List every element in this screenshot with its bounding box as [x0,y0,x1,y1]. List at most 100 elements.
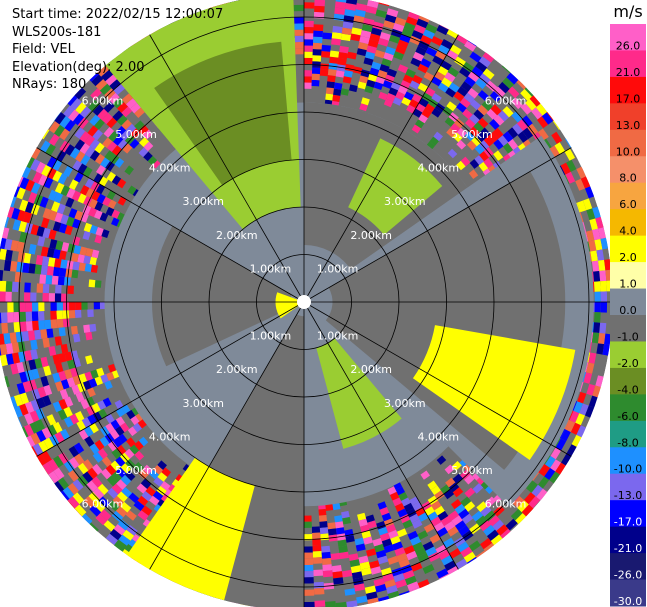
noise-gate [59,115,71,128]
noise-gate [97,448,108,459]
noise-gate [24,282,31,293]
noise-gate [535,103,548,116]
noise-gate [312,538,321,546]
noise-gate [102,397,112,408]
noise-gate [358,555,369,564]
noise-gate [74,210,84,221]
noise-gate [490,104,502,116]
noise-gate [42,395,52,407]
noise-gate [153,476,164,487]
noise-gate [311,67,321,75]
noise-gate [88,198,98,209]
range-ring-label: 3.00km [384,195,426,208]
noise-gate [386,585,398,594]
noise-gate [82,459,94,471]
noise-gate [394,547,406,557]
noise-gate [321,557,332,565]
noise-gate [599,322,607,334]
noise-gate [423,71,435,82]
noise-gate [394,16,407,27]
noise-gate [488,131,499,143]
noise-gate [30,147,41,160]
noise-gate [33,194,44,206]
noise-gate [447,526,459,537]
noise-gate [312,55,322,62]
range-ring-label: 4.00km [149,430,191,443]
noise-gate [459,97,471,109]
noise-gate [79,131,91,143]
noise-gate [42,462,54,475]
noise-gate [444,464,455,475]
noise-gate [425,23,438,34]
noise-gate [424,87,436,97]
noise-gate [7,312,14,323]
noise-gate [99,436,110,447]
noise-gate [469,51,482,63]
range-ring-label: 1.00km [250,330,292,343]
noise-gate [37,311,45,321]
noise-gate [67,470,79,482]
noise-gate [304,45,313,52]
noise-gate [71,252,79,263]
noise-gate [75,151,86,163]
noise-gate [65,197,75,208]
noise-gate [54,336,63,346]
noise-gate [355,543,366,552]
noise-gate [498,135,509,147]
noise-gate [31,368,40,380]
noise-gate [40,375,50,387]
noise-gate [86,405,96,416]
noise-gate [35,161,46,174]
noise-gate [352,66,363,75]
colorbar-tick-label: -2.0 [617,357,638,370]
noise-gate [54,258,62,268]
noise-gate [304,20,314,28]
noise-gate [359,36,370,45]
range-ring-label: 2.00km [350,363,392,376]
noise-gate [394,503,405,512]
noise-gate [383,20,395,29]
noise-gate [588,352,597,364]
noise-gate [304,26,314,34]
noise-gate [336,64,346,72]
noise-gate [304,515,312,522]
noise-gate [497,110,509,122]
noise-gate [424,506,435,516]
noise-gate [483,524,496,537]
velocity-region [316,338,402,449]
noise-gate [334,515,343,523]
noise-gate [411,29,424,40]
noise-gate [312,532,321,540]
noise-gate [478,56,492,68]
noise-gate [490,534,503,546]
noise-gate [409,98,419,109]
noise-gate [370,566,382,575]
noise-gate [327,68,337,77]
noise-gate [422,541,435,551]
noise-gate [350,565,362,574]
noise-gate [11,207,21,220]
noise-gate [385,46,396,56]
noise-gate [410,536,421,546]
noise-gate [19,403,29,416]
noise-gate [63,406,73,418]
noise-gate [27,330,36,341]
noise-gate [544,468,556,481]
noise-gate [373,81,384,91]
noise-gate [137,510,149,521]
noise-gate [330,552,341,561]
noise-gate [482,51,495,63]
noise-gate [576,425,587,438]
noise-gate [64,396,74,408]
noise-gate [30,182,41,194]
colorbar-band [610,288,646,316]
noise-gate [549,145,560,158]
noise-gate [452,487,464,498]
colorbar-tick-label: -4.0 [617,383,638,396]
noise-gate [93,209,103,220]
noise-gate [471,66,484,78]
noise-gate [55,380,64,392]
noise-gate [106,141,118,152]
noise-gate [129,444,140,455]
noise-gate [70,325,79,335]
